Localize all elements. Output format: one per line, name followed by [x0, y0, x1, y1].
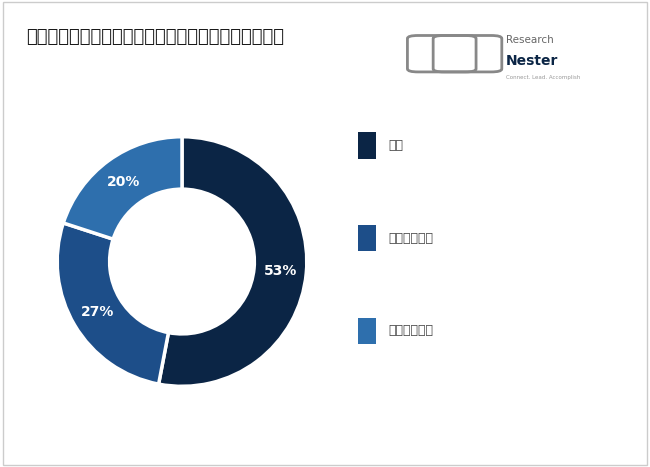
Text: 27%: 27%: [81, 304, 114, 318]
Wedge shape: [159, 137, 307, 386]
Text: 53%: 53%: [263, 264, 297, 278]
Text: 病院: 病院: [389, 139, 404, 152]
Text: Research: Research: [506, 35, 554, 45]
FancyBboxPatch shape: [358, 318, 376, 344]
Text: Connect. Lead. Accomplish: Connect. Lead. Accomplish: [506, 76, 580, 80]
Wedge shape: [63, 137, 182, 239]
Text: 透析センター: 透析センター: [389, 232, 434, 245]
FancyBboxPatch shape: [358, 133, 376, 159]
Text: 20%: 20%: [107, 175, 141, 189]
Wedge shape: [57, 223, 168, 384]
Text: 血液透析と腹膜透析市場ーエンドユーザーによる分類: 血液透析と腹膜透析市場ーエンドユーザーによる分類: [26, 28, 284, 46]
Text: Nester: Nester: [506, 54, 558, 68]
Text: 在宅医療施設: 在宅医療施設: [389, 324, 434, 337]
FancyBboxPatch shape: [358, 225, 376, 251]
